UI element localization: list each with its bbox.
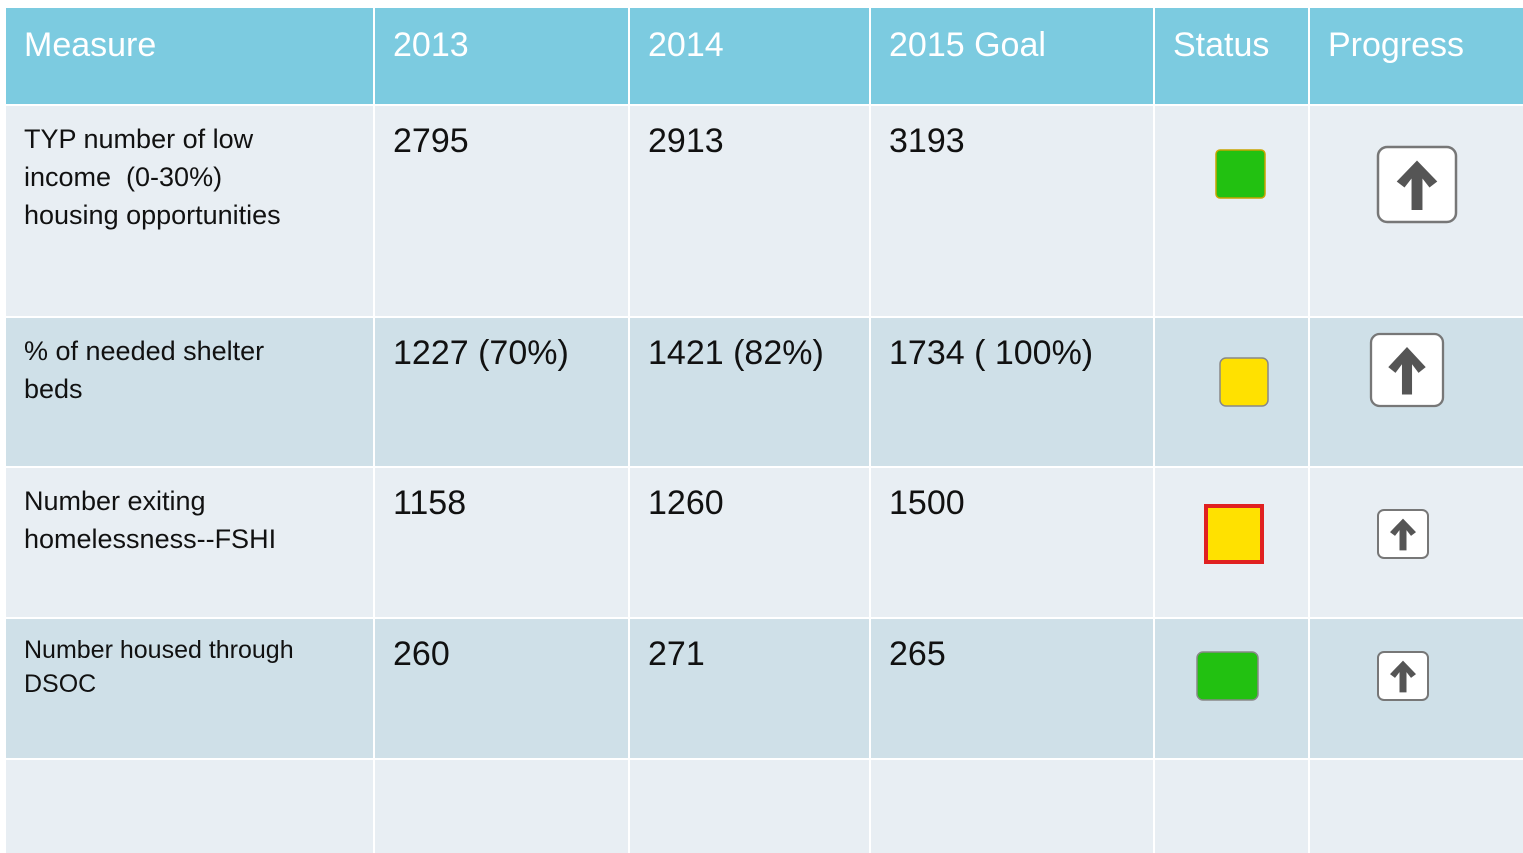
empty-cell xyxy=(375,760,628,853)
progress-arrow xyxy=(1376,145,1458,224)
measure-line: % of needed shelter xyxy=(24,336,265,366)
value-cell: 3193 xyxy=(871,106,1153,316)
value-cell: 1421 (82%) xyxy=(630,318,869,466)
status-green xyxy=(1196,651,1259,701)
header-cell: 2014 xyxy=(630,8,869,104)
empty-cell xyxy=(630,760,869,853)
value-cell: 1158 xyxy=(375,468,628,617)
header-cell: 2015 Goal xyxy=(871,8,1153,104)
empty-cell xyxy=(6,760,373,853)
measure-line: housing opportunities xyxy=(24,200,281,230)
value-cell: 1260 xyxy=(630,468,869,617)
measure-line: homelessness--FSHI xyxy=(24,524,277,554)
header-cell: Status xyxy=(1155,8,1308,104)
value-cell: 260 xyxy=(375,619,628,758)
value-cell: 2913 xyxy=(630,106,869,316)
value-cell: 265 xyxy=(871,619,1153,758)
status-yellow-flagged xyxy=(1204,504,1264,564)
value-cell: 2795 xyxy=(375,106,628,316)
header-cell: Measure xyxy=(6,8,373,104)
header-cell: Progress xyxy=(1310,8,1523,104)
progress-arrow xyxy=(1377,651,1429,701)
status-green xyxy=(1215,149,1266,199)
header-cell: 2013 xyxy=(375,8,628,104)
status-yellow xyxy=(1219,357,1269,407)
progress-arrow xyxy=(1377,509,1429,559)
measure-line: Number housed through xyxy=(24,636,294,664)
measure-line: beds xyxy=(24,374,83,404)
value-cell: 1227 (70%) xyxy=(375,318,628,466)
empty-cell xyxy=(871,760,1153,853)
empty-cell xyxy=(1310,760,1523,853)
progress-arrow xyxy=(1369,332,1445,408)
measure-cell: Number exiting homelessness--FSHI xyxy=(6,468,373,617)
measure-cell: % of needed shelter beds xyxy=(6,318,373,466)
empty-cell xyxy=(1155,760,1308,853)
value-cell: 1500 xyxy=(871,468,1153,617)
measure-line: income (0-30%) xyxy=(24,162,223,192)
measure-line: DSOC xyxy=(24,670,97,698)
measure-line: TYP number of low xyxy=(24,124,254,154)
empty-cell xyxy=(1155,106,1308,316)
value-cell: 271 xyxy=(630,619,869,758)
value-cell: 1734 ( 100%) xyxy=(871,318,1153,466)
measure-cell: TYP number of low income (0-30%) housing o… xyxy=(6,106,373,316)
measure-cell: Number housed through DSOC xyxy=(6,619,373,758)
measure-line: Number exiting xyxy=(24,486,206,516)
